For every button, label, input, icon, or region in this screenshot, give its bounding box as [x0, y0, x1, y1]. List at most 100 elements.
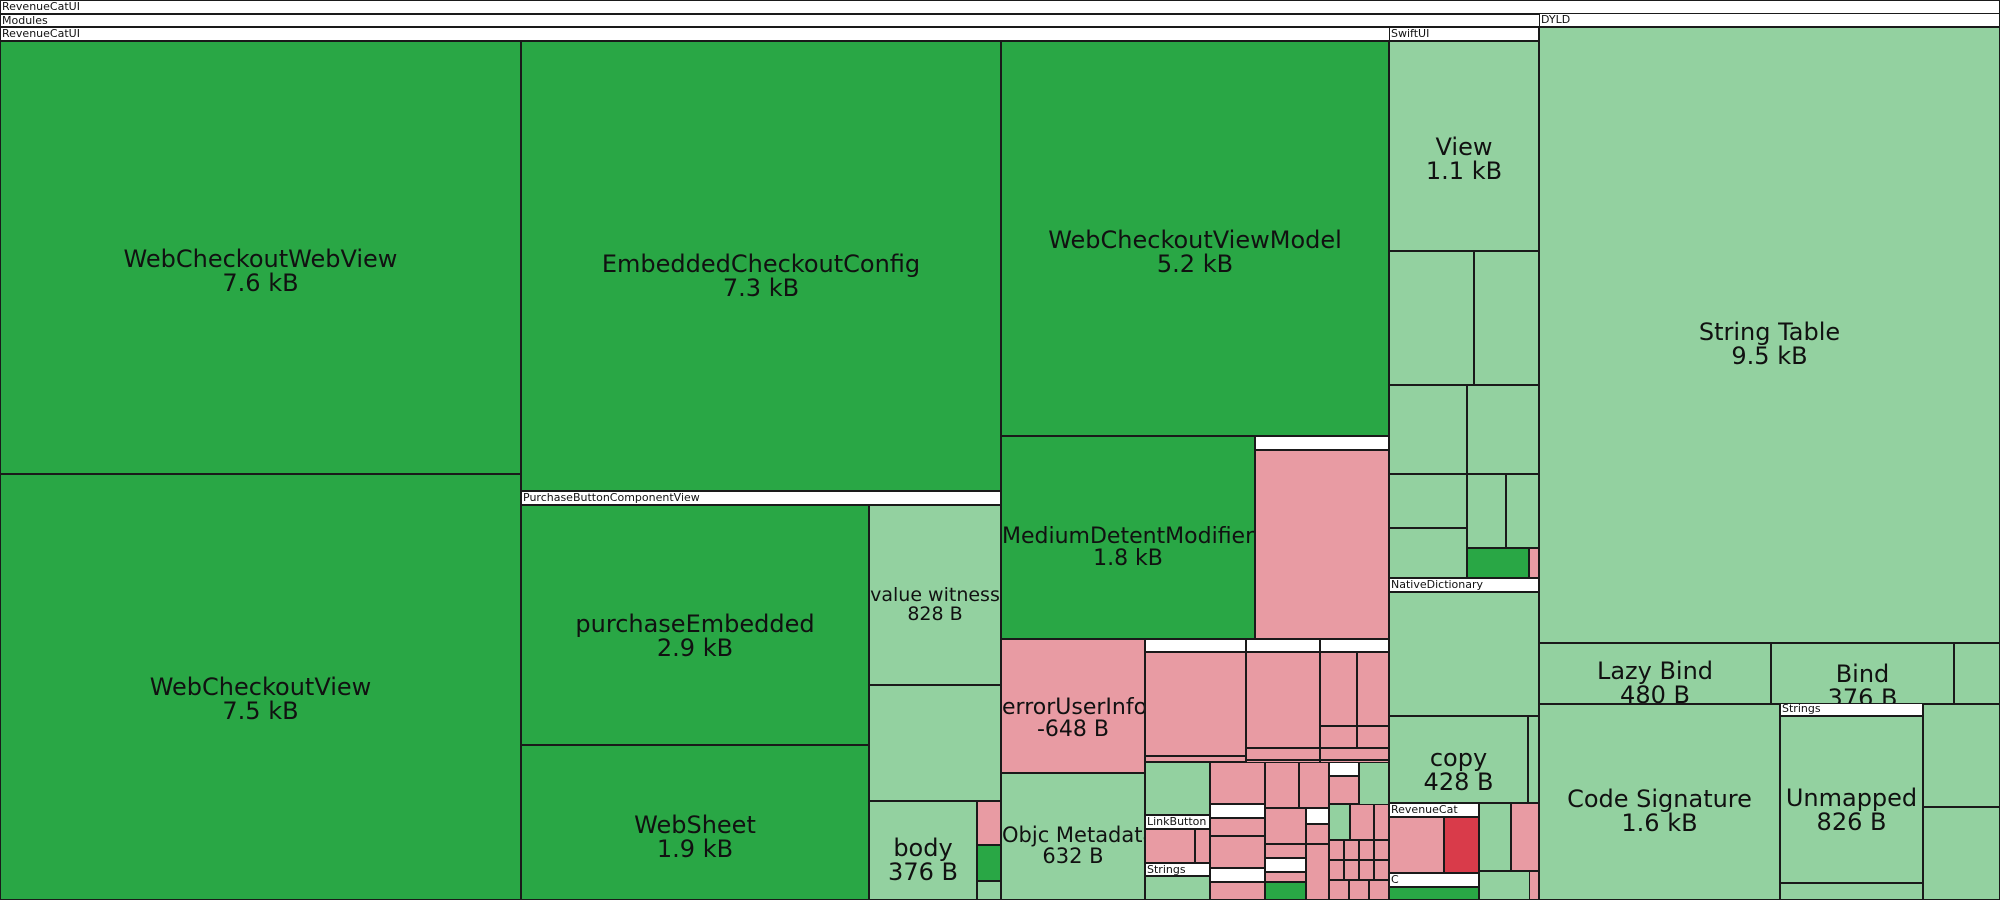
treemap-cell[interactable]	[1529, 548, 1539, 578]
treemap-cell[interactable]	[1923, 807, 2000, 900]
hdr-dyld-header[interactable]: DYLD	[1539, 13, 2000, 27]
treemap-cell[interactable]	[1210, 868, 1265, 882]
value-witness-node[interactable]: value witness 828 B	[869, 505, 1001, 685]
purchaseembedded-node[interactable]: purchaseEmbedded 2.9 kB	[521, 505, 869, 745]
treemap-cell[interactable]	[1923, 704, 2000, 807]
treemap-cell[interactable]	[1210, 836, 1265, 868]
treemap-cell[interactable]	[1265, 858, 1306, 872]
string-table-node[interactable]: String Table 9.5 kB	[1539, 27, 2000, 643]
treemap-cell[interactable]	[1374, 860, 1389, 880]
body-node[interactable]: body 376 B	[869, 801, 977, 900]
treemap-cell[interactable]	[1467, 385, 1539, 474]
treemap-cell[interactable]	[1306, 844, 1329, 900]
hdr-purchasebuttoncomponentview-header[interactable]: PurchaseButtonComponentView	[521, 491, 1001, 505]
treemap-cell[interactable]	[1145, 876, 1210, 900]
treemap-cell[interactable]	[1529, 871, 1539, 900]
treemap-cell[interactable]	[1357, 726, 1389, 748]
treemap-cell[interactable]	[1145, 762, 1210, 815]
hdr-revenuecat-header[interactable]: RevenueCat	[1389, 803, 1479, 817]
treemap-cell[interactable]	[1210, 882, 1265, 900]
treemap-cell[interactable]	[1780, 883, 1923, 900]
hdr-strings-header[interactable]: Strings	[1780, 702, 1923, 716]
treemap-cell[interactable]	[1265, 844, 1306, 858]
treemap-cell[interactable]	[1265, 882, 1306, 900]
erroruserinfo-node[interactable]: errorUserInfo -648 B	[1001, 639, 1145, 773]
treemap-cell[interactable]	[1474, 251, 1539, 385]
hdr-swiftui-header[interactable]: SwiftUI	[1389, 27, 1539, 41]
treemap-cell[interactable]	[1528, 716, 1539, 803]
treemap-cell[interactable]	[1511, 803, 1539, 871]
treemap-cell[interactable]	[977, 801, 1001, 845]
treemap-cell[interactable]	[1329, 776, 1359, 804]
treemap-cell[interactable]	[1359, 860, 1374, 880]
webcheckoutwebview-node[interactable]: WebCheckoutWebView 7.6 kB	[0, 41, 521, 474]
treemap-cell[interactable]	[1389, 817, 1444, 873]
hdr-revenuecatui-header[interactable]: RevenueCatUI	[0, 27, 1539, 41]
treemap-cell[interactable]	[1246, 748, 1320, 760]
treemap-cell[interactable]	[1320, 652, 1357, 726]
treemap-cell[interactable]	[1954, 643, 2000, 704]
treemap-cell[interactable]	[1210, 804, 1265, 818]
treemap-cell[interactable]	[1467, 548, 1529, 578]
treemap-cell[interactable]	[1306, 824, 1329, 844]
lazy-bind-node[interactable]: Lazy Bind 480 B	[1539, 643, 1771, 704]
hdr-blank-b-header[interactable]	[1246, 639, 1320, 652]
treemap-cell[interactable]	[1374, 840, 1389, 860]
treemap-cell[interactable]	[1299, 762, 1329, 808]
treemap-cell[interactable]	[869, 685, 1001, 801]
treemap-cell[interactable]	[1320, 748, 1389, 760]
treemap-cell[interactable]	[1265, 872, 1306, 882]
treemap-cell[interactable]	[1329, 840, 1344, 860]
treemap-cell[interactable]	[1389, 474, 1467, 528]
objc-metadata-node[interactable]: Objc Metadata 632 B	[1001, 773, 1145, 900]
treemap-cell[interactable]	[1506, 474, 1539, 548]
treemap-cell[interactable]	[1246, 652, 1320, 748]
treemap-cell[interactable]	[1444, 817, 1479, 873]
treemap-cell[interactable]	[1389, 528, 1467, 578]
treemap-cell[interactable]	[1210, 762, 1265, 804]
treemap-cell[interactable]	[977, 845, 1001, 881]
webcheckoutview-node[interactable]: WebCheckoutView 7.5 kB	[0, 474, 521, 900]
treemap-cell[interactable]	[1329, 880, 1349, 900]
treemap-cell[interactable]	[1349, 880, 1369, 900]
hdr-embedded-blank-header[interactable]	[1255, 436, 1389, 450]
treemap-cell[interactable]	[1369, 880, 1389, 900]
treemap-cell[interactable]	[1350, 804, 1374, 840]
code-signature-node[interactable]: Code Signature 1.6 kB	[1539, 704, 1780, 900]
treemap-cell[interactable]	[1320, 726, 1357, 748]
treemap-cell[interactable]	[1389, 385, 1467, 474]
treemap-cell[interactable]	[1145, 756, 1246, 762]
hdr-strings-small-header[interactable]: Strings	[1145, 863, 1210, 876]
hdr-revenuecatui-root-header[interactable]: RevenueCatUI	[0, 0, 2000, 14]
treemap-cell[interactable]	[1210, 818, 1265, 836]
view-node[interactable]: View 1.1 kB	[1389, 41, 1539, 251]
treemap-cell[interactable]	[1265, 762, 1299, 808]
treemap-cell[interactable]	[1195, 829, 1210, 863]
treemap-cell[interactable]	[1306, 808, 1329, 824]
treemap-cell[interactable]	[1479, 803, 1511, 871]
treemap-cell[interactable]	[1255, 450, 1389, 639]
hdr-linkbutton-header[interactable]: LinkButton	[1145, 815, 1210, 829]
copy-node[interactable]: copy 428 B	[1389, 716, 1528, 803]
treemap-cell[interactable]	[1389, 251, 1474, 385]
treemap-cell[interactable]	[977, 881, 1001, 900]
treemap-cell[interactable]	[1344, 860, 1359, 880]
treemap-cell[interactable]	[1329, 762, 1359, 776]
treemap-cell[interactable]	[1374, 804, 1389, 840]
treemap-cell[interactable]	[1329, 860, 1344, 880]
treemap-cell[interactable]	[1145, 829, 1195, 863]
treemap-cell[interactable]	[1389, 887, 1479, 900]
treemap-cell[interactable]	[1357, 652, 1389, 726]
hdr-c-header[interactable]: C	[1389, 873, 1479, 887]
webcheckoutviewmodel-node[interactable]: WebCheckoutViewModel 5.2 kB	[1001, 41, 1389, 436]
treemap-cell[interactable]	[1359, 762, 1389, 806]
treemap-cell[interactable]	[1265, 808, 1306, 844]
unmapped-node[interactable]: Unmapped 826 B	[1780, 716, 1923, 883]
treemap-cell[interactable]	[1467, 474, 1506, 548]
bind-node[interactable]: Bind 376 B	[1771, 643, 1954, 704]
websheet-node[interactable]: WebSheet 1.9 kB	[521, 745, 869, 900]
embeddedcheckoutconfig-node[interactable]: EmbeddedCheckoutConfig 7.3 kB	[521, 41, 1001, 491]
treemap-cell[interactable]	[1344, 840, 1359, 860]
treemap-cell[interactable]	[1389, 592, 1539, 716]
treemap-cell[interactable]	[1359, 840, 1374, 860]
